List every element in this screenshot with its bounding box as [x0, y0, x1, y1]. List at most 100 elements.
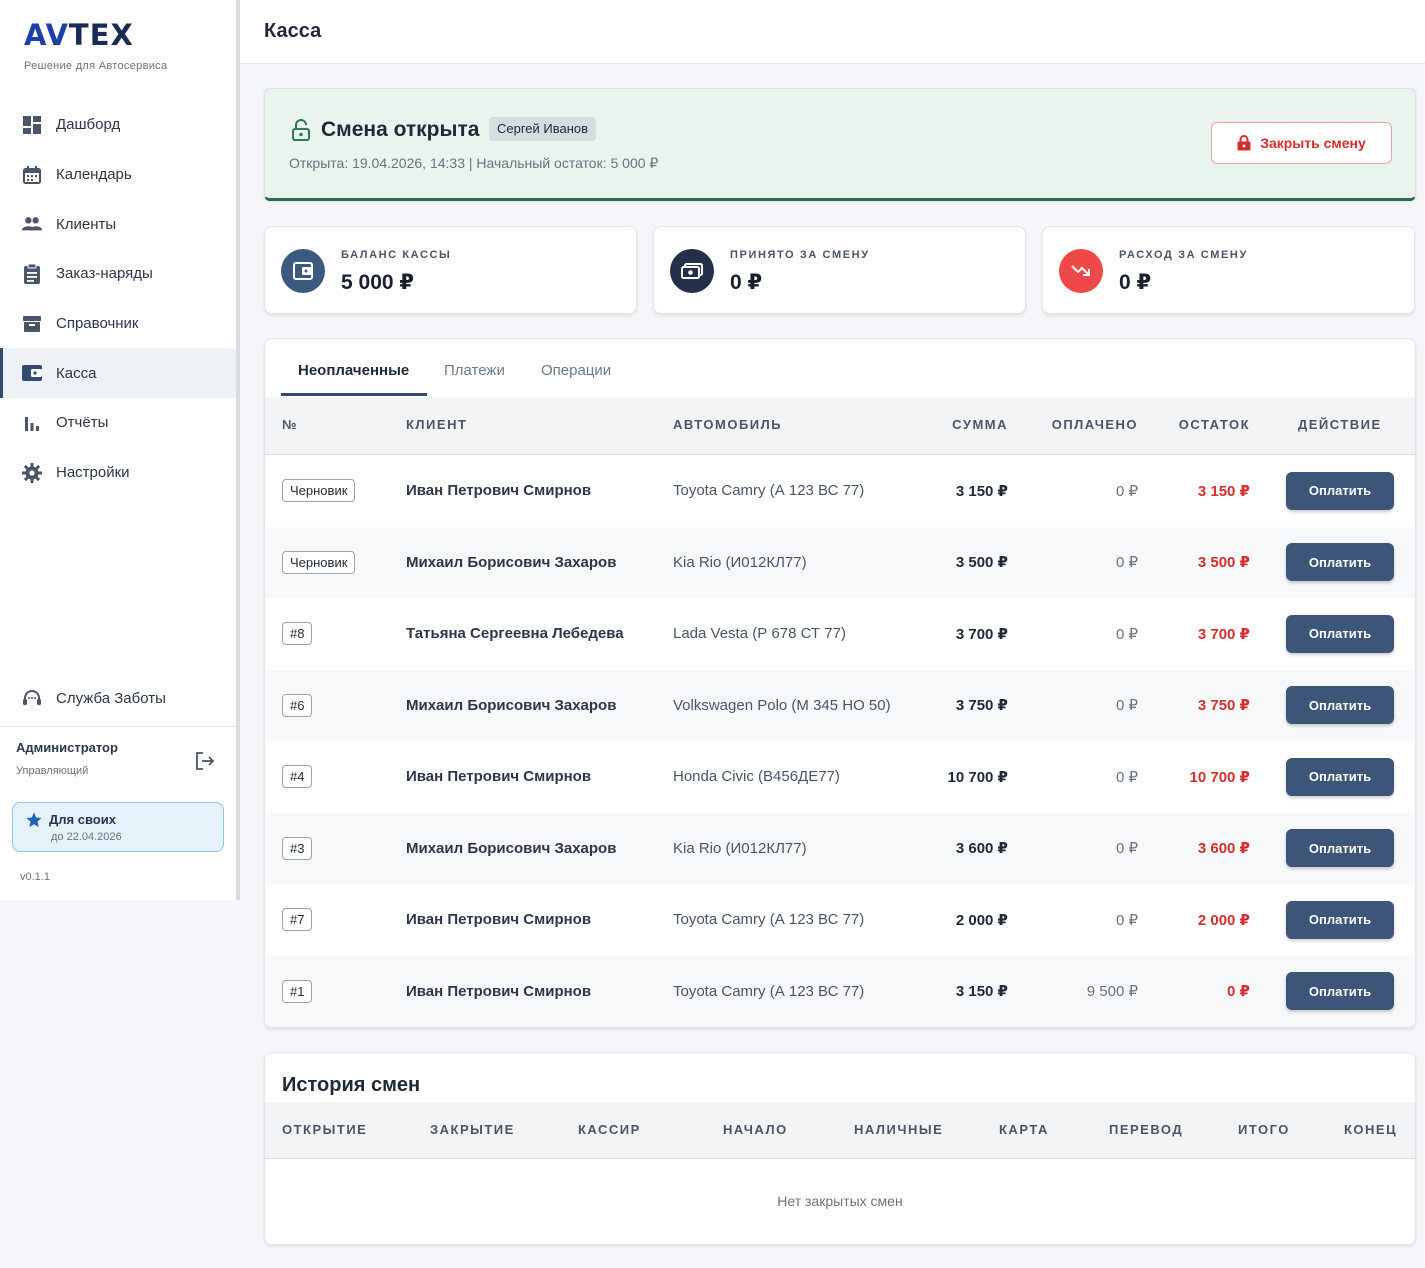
user-name: Администратор — [16, 740, 118, 755]
column-header-number: № — [282, 417, 298, 432]
sum-cell: 3 750 ₽ — [955, 697, 1008, 715]
pay-button[interactable]: Оплатить — [1286, 686, 1394, 725]
column-header-closed: ЗАКРЫТИЕ — [430, 1122, 515, 1137]
stat-value: 5 000 ₽ — [341, 271, 414, 294]
sidebar-item-orders[interactable]: Заказ-наряды — [0, 249, 236, 299]
column-header-start: НАЧАЛО — [723, 1122, 788, 1137]
sidebar-item-label: Заказ-наряды — [56, 265, 153, 283]
column-header-cash: НАЛИЧНЫЕ — [854, 1122, 944, 1137]
sum-cell: 10 700 ₽ — [947, 768, 1008, 786]
rest-cell: 2 000 ₽ — [1197, 911, 1250, 929]
logout-icon[interactable] — [194, 751, 216, 771]
car-cell: Volkswagen Polo (М 345 НО 50) — [673, 696, 891, 714]
order-number-badge[interactable]: #1 — [282, 979, 313, 1003]
action-cell: Оплатить — [1286, 598, 1394, 670]
column-header-transfer: ПЕРЕВОД — [1109, 1122, 1184, 1137]
plan-expiry: до 22.04.2026 — [51, 831, 122, 843]
order-number-cell: Черновик — [282, 455, 356, 527]
pay-button[interactable]: Оплатить — [1286, 757, 1394, 796]
order-number-badge[interactable]: #3 — [282, 836, 313, 860]
pay-button[interactable]: Оплатить — [1286, 829, 1394, 868]
table-row: #4 Иван Петрович Смирнов Honda Civic (В456… — [265, 741, 1415, 813]
action-cell: Оплатить — [1286, 884, 1394, 956]
unpaid-orders-panel: Неоплаченные Платежи Операции № КЛИЕНТ А… — [264, 338, 1416, 1028]
support-link[interactable]: Служба Заботы — [22, 688, 166, 708]
client-cell: Михаил Борисович Захаров — [406, 696, 617, 714]
bar-chart-icon — [22, 413, 42, 433]
pay-button[interactable]: Оплатить — [1286, 614, 1394, 653]
order-number-cell: #4 — [282, 741, 313, 813]
order-number-cell: #7 — [282, 884, 313, 956]
column-header-cashier: КАССИР — [578, 1122, 641, 1137]
column-header-rest: ОСТАТОК — [1178, 417, 1250, 432]
sidebar-item-label: Отчёты — [56, 414, 109, 432]
plan-title: Для своих — [49, 812, 116, 827]
client-cell: Татьяна Сергеевна Лебедева — [406, 625, 624, 643]
order-number-badge[interactable]: #6 — [282, 693, 313, 717]
shift-meta: Открыта: 19.04.2026, 14:33 | Начальный о… — [289, 155, 659, 171]
order-number-badge[interactable]: #4 — [282, 765, 313, 789]
sidebar-item-dashboard[interactable]: Дашборд — [0, 100, 236, 150]
divider — [0, 726, 236, 727]
tab-unpaid[interactable]: Неоплаченные — [298, 362, 410, 379]
sum-cell: 3 500 ₽ — [955, 554, 1008, 572]
stat-card-balance: БАЛАНС КАССЫ 5 000 ₽ — [264, 226, 637, 314]
sum-cell: 3 700 ₽ — [955, 625, 1008, 643]
close-shift-button[interactable]: Закрыть смену — [1211, 122, 1392, 164]
pay-button[interactable]: Оплатить — [1286, 900, 1394, 939]
clipboard-icon — [22, 263, 42, 284]
column-header-action: ДЕЙСТВИЕ — [1298, 417, 1382, 432]
support-label: Служба Заботы — [56, 689, 166, 707]
paid-cell: 0 ₽ — [1115, 554, 1138, 572]
action-cell: Оплатить — [1286, 813, 1394, 885]
sidebar-item-catalog[interactable]: Справочник — [0, 299, 236, 349]
pay-button[interactable]: Оплатить — [1286, 972, 1394, 1011]
shift-title: Смена открыта — [321, 118, 480, 141]
cash-icon — [670, 249, 714, 293]
rest-cell: 3 500 ₽ — [1197, 554, 1250, 572]
car-cell: Toyota Camry (А 123 ВС 77) — [673, 482, 865, 500]
sum-cell: 3 150 ₽ — [955, 983, 1008, 1001]
table-row: #3 Михаил Борисович Захаров Kia Rio (И012К… — [265, 812, 1415, 885]
empty-state: Нет закрытых смен — [777, 1193, 903, 1209]
order-number-badge[interactable]: Черновик — [282, 479, 356, 503]
paid-cell: 0 ₽ — [1115, 625, 1138, 643]
order-number-cell: #3 — [282, 813, 313, 885]
stat-value: 0 ₽ — [730, 271, 763, 294]
stat-label: ПРИНЯТО ЗА СМЕНУ — [730, 249, 870, 261]
table-row: #1 Иван Петрович Смирнов Toyota Camry (А 1… — [265, 955, 1415, 1027]
order-number-cell: Черновик — [282, 527, 356, 599]
paid-cell: 0 ₽ — [1115, 697, 1138, 715]
sidebar-scrollbar[interactable] — [236, 0, 240, 900]
order-number-badge[interactable]: #7 — [282, 908, 313, 932]
sidebar-item-settings[interactable]: Настройки — [0, 448, 236, 498]
column-header-opened: ОТКРЫТИЕ — [282, 1122, 368, 1137]
gear-icon — [22, 462, 42, 483]
calendar-icon — [22, 165, 42, 185]
sidebar-item-label: Настройки — [56, 464, 130, 482]
pay-button[interactable]: Оплатить — [1286, 471, 1394, 510]
car-cell: Honda Civic (В456ДЕ77) — [673, 768, 840, 786]
paid-cell: 0 ₽ — [1115, 482, 1138, 500]
sidebar-item-reports[interactable]: Отчёты — [0, 398, 236, 448]
table-row: #6 Михаил Борисович Захаров Volkswagen Pol… — [265, 669, 1415, 742]
pay-button[interactable]: Оплатить — [1286, 543, 1394, 582]
plan-badge[interactable]: Для своих до 22.04.2026 — [12, 802, 224, 852]
table-row: Черновик Михаил Борисович Захаров Kia Rio … — [265, 526, 1415, 599]
sidebar-item-cashbox[interactable]: Касса — [0, 348, 236, 399]
client-cell: Иван Петрович Смирнов — [406, 911, 592, 929]
order-number-cell: #8 — [282, 598, 313, 670]
order-number-badge[interactable]: #8 — [282, 622, 313, 646]
wallet-icon — [22, 363, 42, 383]
logo[interactable]: AVTEX — [24, 18, 134, 52]
tab-operations[interactable]: Операции — [541, 362, 612, 379]
sum-cell: 3 600 ₽ — [955, 840, 1008, 858]
sidebar-item-calendar[interactable]: Календарь — [0, 150, 236, 200]
order-number-badge[interactable]: Черновик — [282, 550, 356, 574]
table-header: № КЛИЕНТ АВТОМОБИЛЬ СУММА ОПЛАЧЕНО ОСТАТ… — [265, 397, 1415, 455]
order-number-cell: #6 — [282, 670, 313, 742]
client-cell: Иван Петрович Смирнов — [406, 768, 592, 786]
app-version: v0.1.1 — [20, 871, 50, 883]
sidebar-item-clients[interactable]: Клиенты — [0, 199, 236, 249]
tab-payments[interactable]: Платежи — [444, 362, 505, 379]
